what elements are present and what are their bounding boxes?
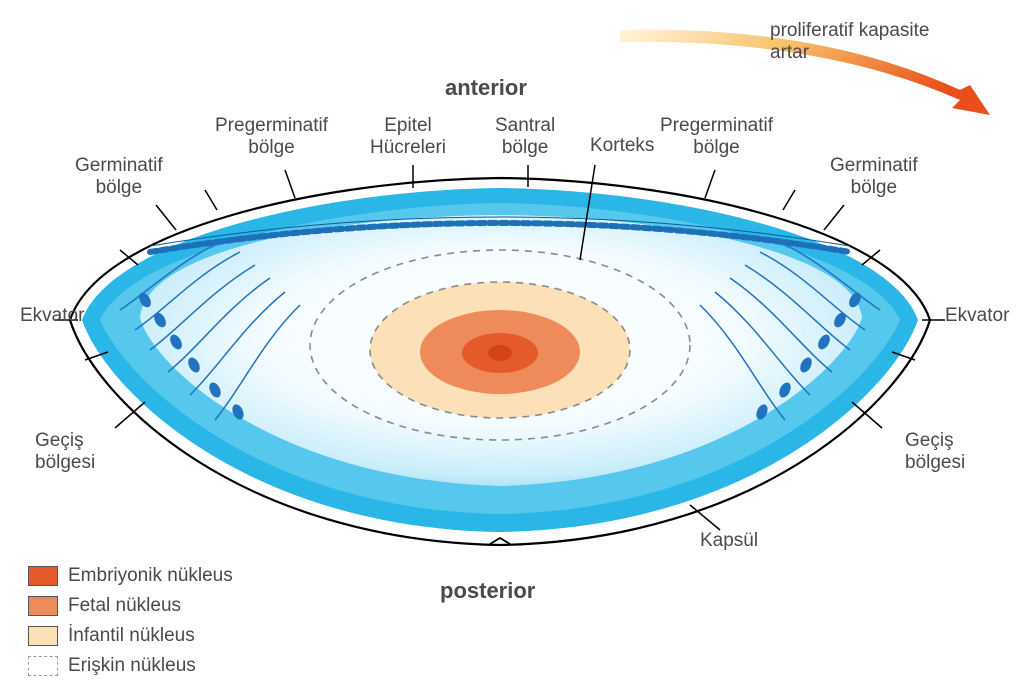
swatch-fetal: [28, 596, 58, 616]
label-gecis-r: Geçiş bölgesi: [905, 430, 965, 474]
legend-text-fetal: Fetal nükleus: [68, 595, 181, 617]
label-germ-l: Germinatif bölge: [75, 155, 163, 199]
swatch-embriyonik: [28, 566, 58, 586]
arrow-text: proliferatif kapasite artar: [770, 20, 929, 64]
legend-row: Embriyonik nükleus: [28, 565, 233, 587]
label-kapsul: Kapsül: [700, 530, 758, 552]
legend-text-eriskin: Erişkin nükleus: [68, 655, 196, 677]
label-gecis-l: Geçiş bölgesi: [35, 430, 95, 474]
swatch-infantil: [28, 626, 58, 646]
legend-row: Erişkin nükleus: [28, 655, 233, 677]
posterior-label: posterior: [440, 578, 535, 603]
label-santral: Santral bölge: [495, 115, 555, 159]
label-germ-r: Germinatif bölge: [830, 155, 918, 199]
label-ekvator-r: Ekvator: [945, 305, 1009, 327]
label-korteks: Korteks: [590, 135, 654, 157]
label-pregerm-r: Pregerminatif bölge: [660, 115, 773, 159]
label-pregerm-l: Pregerminatif bölge: [215, 115, 328, 159]
lens-body: [70, 178, 930, 545]
legend: Embriyonik nükleus Fetal nükleus İnfanti…: [28, 565, 233, 677]
label-epitel: Epitel Hücreleri: [370, 115, 446, 159]
legend-text-infantil: İnfantil nükleus: [68, 625, 195, 647]
legend-row: Fetal nükleus: [28, 595, 233, 617]
legend-text-embriyonik: Embriyonik nükleus: [68, 565, 233, 587]
legend-row: İnfantil nükleus: [28, 625, 233, 647]
anterior-label: anterior: [445, 75, 527, 100]
swatch-eriskin: [28, 656, 58, 676]
label-ekvator-l: Ekvator: [20, 305, 84, 327]
